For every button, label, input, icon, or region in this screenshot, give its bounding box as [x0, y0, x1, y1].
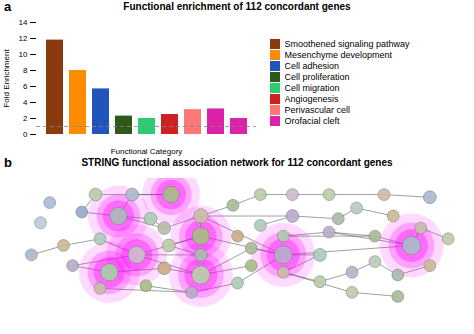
html-text:Smoothened signaling pathway: Smoothened signaling pathway: [284, 38, 410, 49]
html-text:b: b: [4, 155, 12, 170]
svg-text:0: 0: [23, 130, 28, 139]
html-text:Orofacial cleft: Orofacial cleft: [284, 115, 340, 126]
html-text:a: a: [4, 0, 12, 14]
html-text:Angiogenesis: Angiogenesis: [284, 93, 339, 104]
svg-text:Functional Category: Functional Category: [111, 147, 183, 156]
svg-text:4: 4: [23, 98, 28, 107]
html-text:Mesenchyme development: Mesenchyme development: [284, 49, 393, 60]
svg-text:8: 8: [23, 66, 28, 75]
html-text:Cell migration: Cell migration: [284, 82, 340, 93]
html-text:Cell proliferation: Cell proliferation: [284, 71, 350, 82]
html-text:Functional enrichment of 112 c: Functional enrichment of 112 concordant …: [123, 1, 351, 12]
svg-text:10: 10: [19, 50, 28, 59]
svg-text:Fold Enrichment: Fold Enrichment: [2, 49, 11, 108]
svg-text:14: 14: [19, 18, 28, 27]
svg-text:12: 12: [19, 34, 28, 43]
html-text:STRING functional association: STRING functional association network fo…: [81, 157, 393, 168]
svg-text:6: 6: [23, 82, 28, 91]
html-text:Perivascular cell: Perivascular cell: [284, 104, 350, 115]
html-text:Cell adhesion: Cell adhesion: [284, 60, 339, 71]
svg-text:2: 2: [23, 114, 28, 123]
